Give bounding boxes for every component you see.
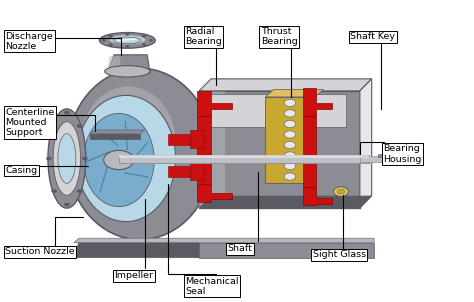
Text: Bearing
Housing: Bearing Housing — [383, 144, 422, 164]
Text: Casing: Casing — [5, 166, 37, 175]
Circle shape — [149, 39, 153, 42]
Text: Mechanical
Seal: Mechanical Seal — [185, 277, 238, 296]
Circle shape — [77, 124, 82, 128]
Polygon shape — [197, 91, 232, 117]
Polygon shape — [108, 55, 150, 73]
Text: Shaft: Shaft — [228, 244, 253, 253]
Circle shape — [284, 99, 296, 107]
Text: Thrust
Bearing: Thrust Bearing — [261, 27, 297, 47]
Circle shape — [64, 111, 70, 114]
Polygon shape — [199, 79, 372, 91]
Ellipse shape — [48, 109, 86, 208]
Circle shape — [333, 187, 348, 196]
FancyBboxPatch shape — [119, 155, 369, 158]
FancyBboxPatch shape — [199, 91, 360, 208]
Polygon shape — [190, 130, 204, 148]
Polygon shape — [74, 238, 374, 243]
Polygon shape — [265, 89, 323, 97]
Ellipse shape — [109, 35, 145, 44]
FancyBboxPatch shape — [303, 117, 317, 187]
Circle shape — [82, 157, 88, 160]
Circle shape — [284, 173, 296, 180]
Text: Centerline
Mounted
Support: Centerline Mounted Support — [5, 108, 55, 137]
Circle shape — [125, 45, 129, 48]
Circle shape — [284, 131, 296, 138]
Ellipse shape — [83, 114, 155, 207]
FancyBboxPatch shape — [91, 133, 140, 139]
Ellipse shape — [67, 68, 213, 240]
Circle shape — [101, 39, 106, 42]
Polygon shape — [74, 243, 199, 258]
Text: Sight Glass: Sight Glass — [313, 250, 366, 259]
Ellipse shape — [58, 134, 76, 183]
Ellipse shape — [100, 33, 155, 48]
Ellipse shape — [53, 122, 81, 195]
FancyBboxPatch shape — [197, 117, 211, 184]
Polygon shape — [190, 163, 204, 180]
Circle shape — [104, 150, 134, 170]
Polygon shape — [303, 88, 331, 117]
Circle shape — [64, 203, 70, 206]
Circle shape — [51, 124, 57, 128]
Circle shape — [109, 35, 113, 37]
Circle shape — [125, 33, 129, 36]
FancyBboxPatch shape — [265, 97, 315, 183]
Circle shape — [284, 110, 296, 117]
Circle shape — [109, 43, 113, 46]
Circle shape — [142, 35, 146, 37]
Circle shape — [77, 189, 82, 193]
Text: Suction Nozzle: Suction Nozzle — [5, 247, 75, 256]
Circle shape — [51, 189, 57, 193]
Text: Impeller: Impeller — [114, 271, 153, 280]
Polygon shape — [360, 79, 372, 208]
Text: Discharge
Nozzle: Discharge Nozzle — [5, 32, 53, 51]
Polygon shape — [199, 243, 374, 258]
Text: Radial
Bearing: Radial Bearing — [185, 27, 222, 47]
Ellipse shape — [114, 37, 141, 44]
FancyBboxPatch shape — [378, 154, 392, 157]
Polygon shape — [168, 166, 190, 177]
Polygon shape — [108, 56, 121, 72]
Text: Shaft Key: Shaft Key — [350, 32, 395, 41]
Ellipse shape — [105, 66, 150, 77]
Polygon shape — [91, 130, 145, 133]
Ellipse shape — [81, 86, 175, 198]
Polygon shape — [168, 134, 190, 145]
FancyBboxPatch shape — [119, 155, 369, 163]
FancyBboxPatch shape — [199, 91, 225, 208]
Circle shape — [284, 152, 296, 159]
Polygon shape — [199, 196, 372, 208]
Ellipse shape — [76, 95, 175, 222]
FancyBboxPatch shape — [360, 156, 402, 162]
Circle shape — [46, 157, 52, 160]
FancyBboxPatch shape — [204, 94, 346, 127]
Circle shape — [284, 141, 296, 149]
Circle shape — [337, 189, 345, 194]
Polygon shape — [303, 187, 331, 205]
Polygon shape — [197, 184, 232, 202]
Circle shape — [284, 120, 296, 127]
Circle shape — [284, 162, 296, 170]
Circle shape — [142, 43, 146, 46]
